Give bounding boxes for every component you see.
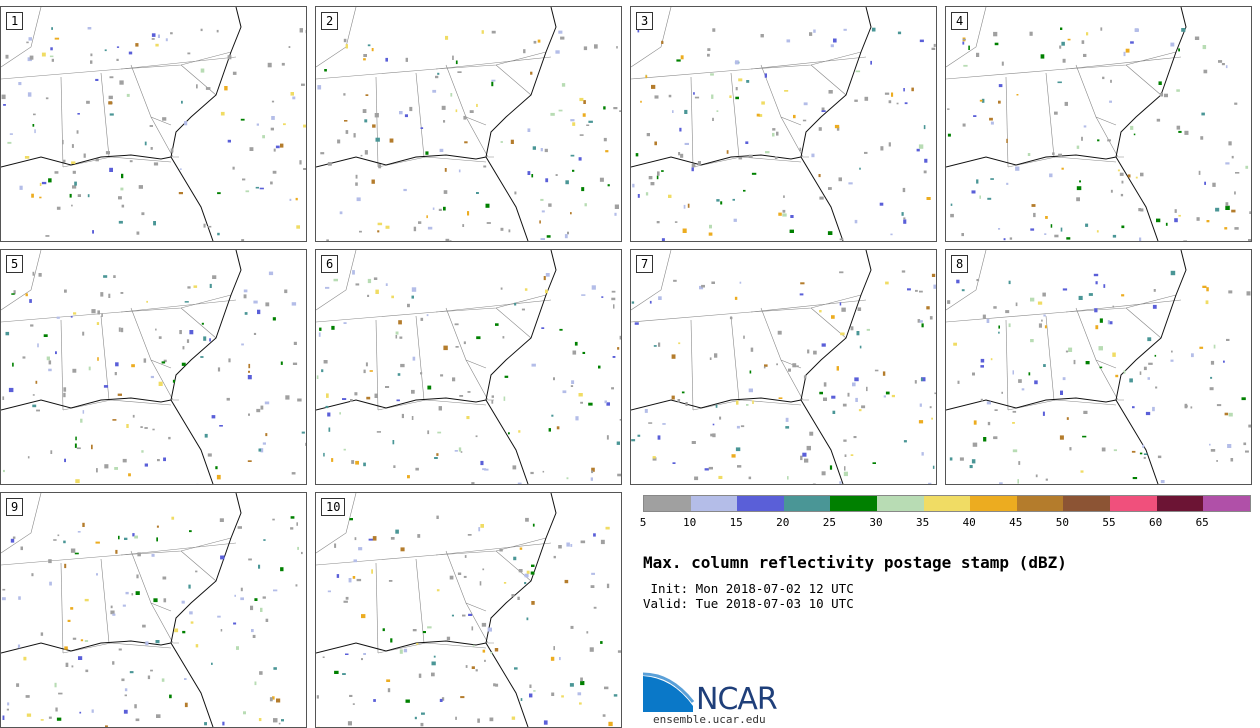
reflectivity-map — [631, 7, 936, 241]
colorbar-tick-label: 50 — [1055, 516, 1070, 529]
panel-label: 2 — [321, 12, 339, 30]
colorbar-tick-label: 15 — [729, 516, 743, 529]
reflectivity-map — [1, 7, 306, 241]
panel-label: 4 — [951, 12, 969, 30]
colorbar-tick-label: 65 — [1195, 516, 1209, 529]
colorbar-tick-label: 25 — [822, 516, 837, 529]
reflectivity-map — [946, 250, 1251, 484]
colorbar-swatch — [1156, 496, 1204, 511]
colorbar-swatch — [1063, 496, 1110, 511]
colorbar-swatch — [970, 496, 1017, 511]
panel-label: 9 — [6, 498, 24, 516]
panel-4: 4 — [945, 6, 1252, 242]
colorbar-swatch — [1203, 496, 1250, 511]
colorbar-tick-label: 5 — [639, 516, 647, 529]
panel-1: 1 — [0, 6, 307, 242]
colorbar-swatch — [923, 496, 971, 511]
reflectivity-map — [946, 7, 1251, 241]
colorbar-swatch — [783, 496, 831, 511]
page-title: Max. column reflectivity postage stamp (… — [643, 553, 1067, 572]
panel-label: 6 — [321, 255, 339, 273]
colorbar-swatch — [1109, 496, 1157, 511]
reflectivity-map — [316, 250, 621, 484]
colorbar-tick-label: 10 — [682, 516, 697, 529]
logo-name: NCAR — [696, 682, 778, 717]
colorbar-swatch — [1016, 496, 1064, 511]
panel-label: 5 — [6, 255, 24, 273]
init-time: Init: Mon 2018-07-02 12 UTC — [643, 581, 854, 596]
logo-url: ensemble.ucar.edu — [653, 713, 766, 726]
colorbar-tick-label: 20 — [776, 516, 790, 529]
panel-7: 7 — [630, 249, 937, 485]
reflectivity-map — [631, 250, 936, 484]
colorbar-swatch — [737, 496, 784, 511]
colorbar-swatch — [830, 496, 877, 511]
panel-label: 1 — [6, 12, 24, 30]
reflectivity-colorbar — [643, 495, 1251, 512]
panel-3: 3 — [630, 6, 937, 242]
panel-label: 10 — [321, 498, 346, 516]
panel-6: 6 — [315, 249, 622, 485]
panel-8: 8 — [945, 249, 1252, 485]
reflectivity-map — [316, 7, 621, 241]
panel-5: 5 — [0, 249, 307, 485]
reflectivity-map — [1, 493, 303, 727]
colorbar-tick-label: 40 — [962, 516, 976, 529]
valid-time: Valid: Tue 2018-07-03 10 UTC — [643, 596, 854, 611]
panel-10: 10 — [315, 492, 622, 728]
colorbar-tick-label: 30 — [869, 516, 883, 529]
colorbar-swatch — [690, 496, 738, 511]
panel-2: 2 — [315, 6, 622, 242]
colorbar-swatch — [876, 496, 924, 511]
colorbar-tick-label: 60 — [1148, 516, 1163, 529]
colorbar-tick-label: 55 — [1102, 516, 1116, 529]
reflectivity-map — [316, 493, 621, 727]
colorbar-swatch — [644, 496, 691, 511]
colorbar-tick-label: 45 — [1009, 516, 1023, 529]
reflectivity-map — [1, 250, 306, 484]
ncar-logo-icon — [643, 672, 695, 712]
panel-9: 9 — [0, 492, 307, 728]
panel-label: 7 — [636, 255, 654, 273]
panel-label: 3 — [636, 12, 654, 30]
panel-label: 8 — [951, 255, 969, 273]
colorbar-tick-label: 35 — [915, 516, 930, 529]
